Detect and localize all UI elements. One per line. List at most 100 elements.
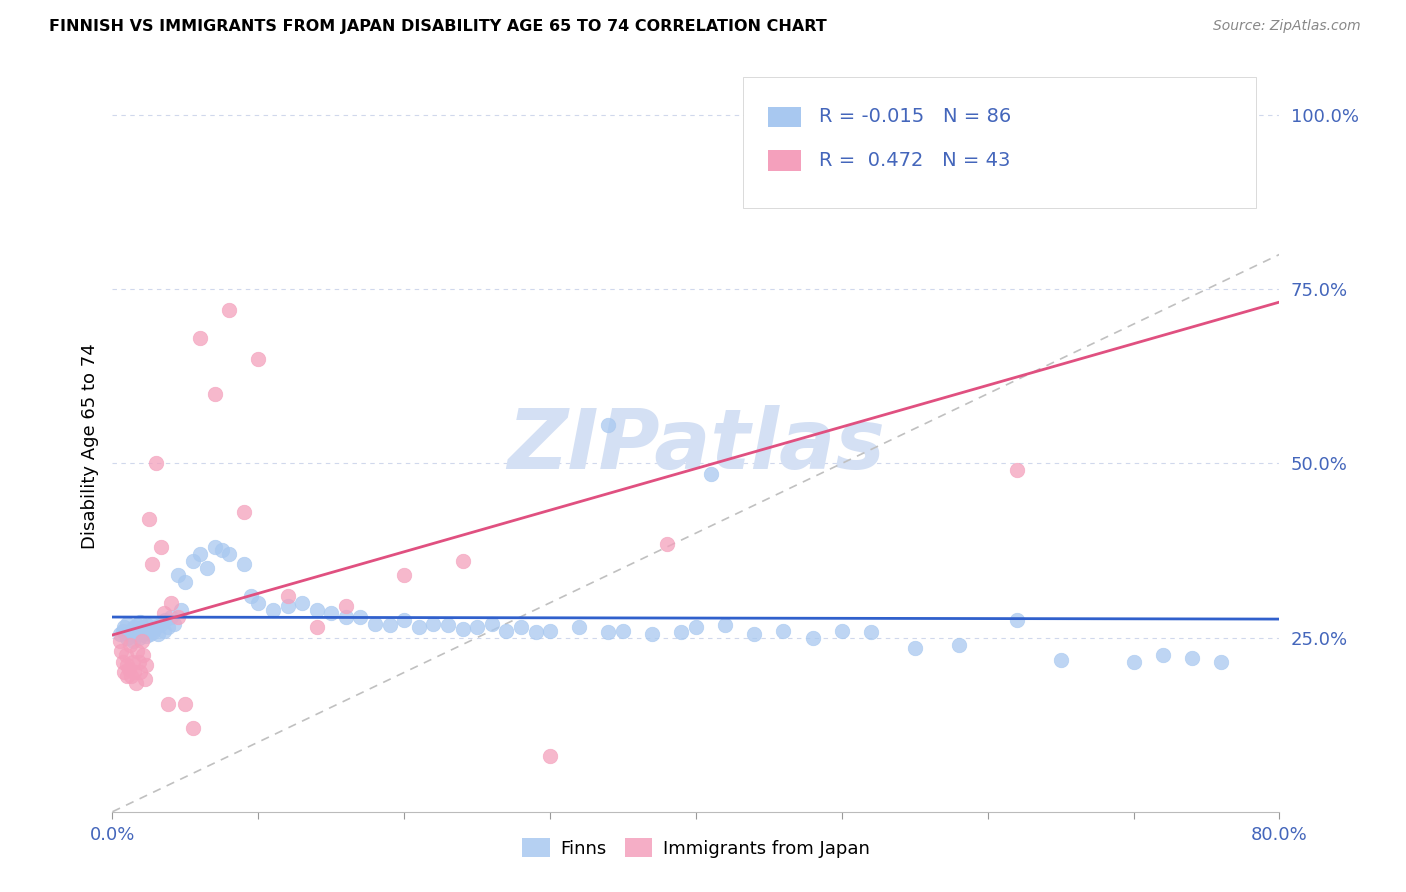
Point xyxy=(134,673,156,687)
Point xyxy=(120,669,142,683)
Point xyxy=(451,622,474,636)
Point xyxy=(145,620,167,634)
Point xyxy=(167,609,190,624)
Point xyxy=(641,627,664,641)
Point xyxy=(146,627,169,641)
Point xyxy=(305,620,328,634)
Point xyxy=(1005,613,1028,627)
Point xyxy=(129,665,152,680)
Point xyxy=(204,386,226,401)
Point xyxy=(134,625,156,640)
Point xyxy=(218,303,240,318)
Point xyxy=(160,609,183,624)
Point xyxy=(128,655,150,669)
Point xyxy=(211,543,233,558)
Point xyxy=(115,658,138,673)
Point xyxy=(120,624,142,638)
Point xyxy=(167,567,190,582)
Point xyxy=(422,616,444,631)
Point xyxy=(1152,648,1174,662)
Point xyxy=(240,589,263,603)
Point xyxy=(188,547,211,561)
Point xyxy=(437,618,460,632)
Point xyxy=(136,618,159,632)
Point xyxy=(131,624,153,638)
Point xyxy=(115,616,138,631)
Point xyxy=(142,625,165,640)
Point xyxy=(108,634,131,648)
Point xyxy=(568,620,591,634)
FancyBboxPatch shape xyxy=(742,77,1256,209)
Point xyxy=(135,629,157,643)
Point xyxy=(174,574,197,589)
Point xyxy=(291,596,314,610)
Text: R = -0.015   N = 86: R = -0.015 N = 86 xyxy=(818,107,1011,127)
Point xyxy=(110,644,132,658)
Point xyxy=(538,624,561,638)
Point xyxy=(232,505,254,519)
Point xyxy=(118,627,141,641)
Point xyxy=(335,609,357,624)
FancyBboxPatch shape xyxy=(768,107,801,127)
Point xyxy=(138,624,160,638)
Point xyxy=(131,634,153,648)
Point xyxy=(195,561,218,575)
Point xyxy=(860,625,883,640)
Point xyxy=(111,655,134,669)
Point xyxy=(509,620,531,634)
Point xyxy=(394,613,416,627)
Text: R =  0.472   N = 43: R = 0.472 N = 43 xyxy=(818,152,1010,170)
Legend: Finns, Immigrants from Japan: Finns, Immigrants from Japan xyxy=(515,831,877,865)
Point xyxy=(481,616,503,631)
Point xyxy=(170,603,193,617)
Point xyxy=(128,631,150,645)
Point xyxy=(125,627,148,641)
Point xyxy=(149,616,172,631)
Point xyxy=(831,624,853,638)
Point xyxy=(321,606,343,620)
Point xyxy=(135,658,157,673)
Point xyxy=(124,624,146,638)
Point xyxy=(112,665,135,680)
Point xyxy=(117,662,139,676)
Point xyxy=(948,638,970,652)
Point xyxy=(247,596,270,610)
FancyBboxPatch shape xyxy=(768,151,801,171)
Point xyxy=(598,418,620,433)
Point xyxy=(232,558,254,572)
Point xyxy=(129,615,152,630)
Point xyxy=(524,625,547,640)
Point xyxy=(247,351,270,366)
Point xyxy=(152,624,174,638)
Point xyxy=(1209,655,1232,669)
Point xyxy=(132,648,155,662)
Point xyxy=(904,640,927,655)
Point xyxy=(181,554,204,568)
Point xyxy=(108,627,131,641)
Point xyxy=(156,697,179,711)
Point xyxy=(465,620,488,634)
Point xyxy=(118,638,141,652)
Point xyxy=(124,665,146,680)
Point xyxy=(1005,463,1028,477)
Point xyxy=(612,624,634,638)
Point xyxy=(262,603,284,617)
Point xyxy=(204,540,226,554)
Point xyxy=(152,606,174,620)
Point xyxy=(714,618,737,632)
Point xyxy=(115,631,138,645)
Point xyxy=(495,624,517,638)
Point xyxy=(538,749,561,764)
Point xyxy=(451,554,474,568)
Point xyxy=(349,609,371,624)
Point xyxy=(145,457,167,471)
Point xyxy=(699,467,721,481)
Point xyxy=(801,631,824,645)
Point xyxy=(115,669,138,683)
Text: FINNISH VS IMMIGRANTS FROM JAPAN DISABILITY AGE 65 TO 74 CORRELATION CHART: FINNISH VS IMMIGRANTS FROM JAPAN DISABIL… xyxy=(49,19,827,34)
Point xyxy=(181,721,204,735)
Point xyxy=(1122,655,1144,669)
Point xyxy=(305,603,328,617)
Point xyxy=(141,558,163,572)
Point xyxy=(742,627,765,641)
